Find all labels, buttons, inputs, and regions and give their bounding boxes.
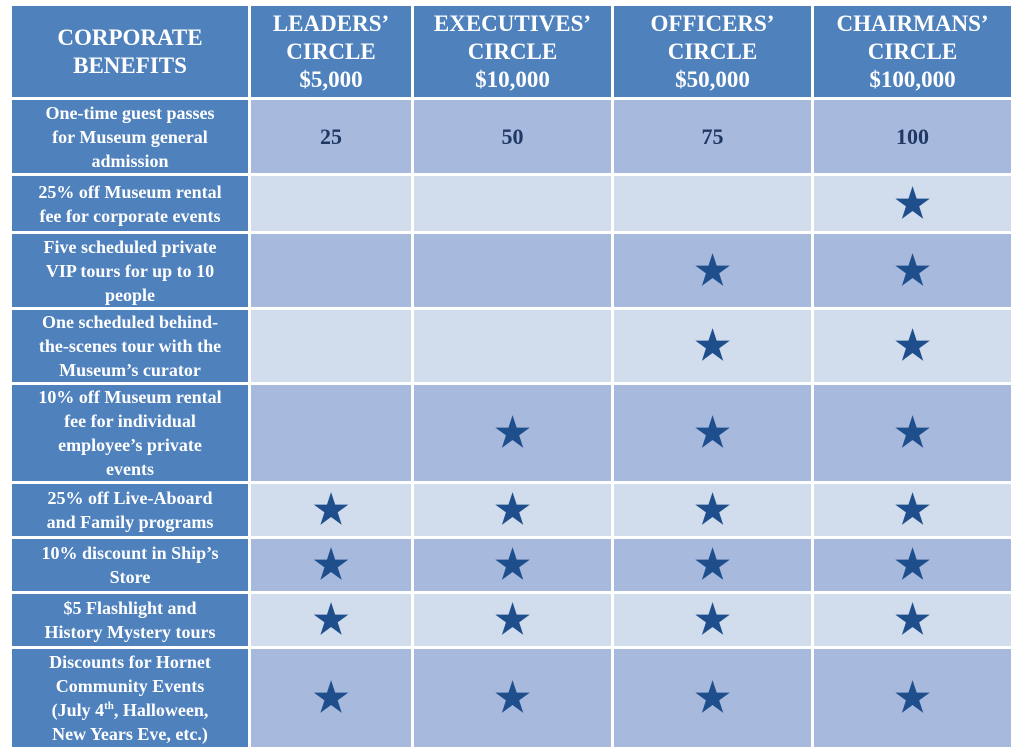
benefit-label: One-time guest passes for Museum general… — [12, 100, 248, 173]
cell-value: 100 — [896, 123, 929, 149]
tier-header-chairmans: CHAIRMANS’ CIRCLE $100,000 — [814, 6, 1011, 97]
benefit-cell: ★ — [814, 484, 1011, 536]
benefit-cell — [414, 310, 611, 382]
star-icon: ★ — [694, 410, 731, 455]
tier-header-officers: OFFICERS’ CIRCLE $50,000 — [614, 6, 811, 97]
star-icon: ★ — [494, 487, 531, 532]
benefit-cell: ★ — [614, 234, 811, 307]
benefit-cell: ★ — [251, 649, 411, 747]
benefit-cell — [614, 176, 811, 231]
benefit-label: One scheduled behind- the-scenes tour wi… — [12, 310, 248, 382]
cell-value: 75 — [701, 123, 724, 149]
benefit-cell: ★ — [814, 539, 1011, 591]
benefit-cell: 100 — [814, 100, 1011, 173]
benefit-label: 10% off Museum rental fee for individual… — [12, 385, 248, 481]
star-icon: ★ — [494, 675, 531, 720]
benefit-cell: 25 — [251, 100, 411, 173]
benefit-cell: ★ — [414, 484, 611, 536]
benefit-label: Discounts for Hornet Community Events (J… — [12, 649, 248, 747]
benefit-label: 10% discount in Ship’s Store — [12, 539, 248, 591]
star-icon: ★ — [894, 410, 931, 455]
benefit-cell: ★ — [814, 594, 1011, 646]
star-icon: ★ — [494, 542, 531, 587]
tier-header-leaders: LEADERS’ CIRCLE $5,000 — [251, 6, 411, 97]
benefit-cell — [251, 176, 411, 231]
benefit-cell — [251, 385, 411, 481]
star-icon: ★ — [894, 542, 931, 587]
corner-header: CORPORATE BENEFITS — [12, 6, 248, 97]
benefit-cell: 75 — [614, 100, 811, 173]
star-icon: ★ — [894, 323, 931, 368]
cell-value: 50 — [501, 123, 524, 149]
benefit-cell: ★ — [814, 649, 1011, 747]
benefit-cell: ★ — [414, 594, 611, 646]
star-icon: ★ — [313, 597, 349, 642]
label-part: , Halloween, New Years Eve, etc.) — [52, 700, 209, 744]
star-icon: ★ — [694, 542, 731, 587]
benefit-cell: ★ — [814, 385, 1011, 481]
benefit-cell — [414, 176, 611, 231]
star-icon: ★ — [694, 247, 731, 293]
star-icon: ★ — [894, 597, 931, 642]
star-icon: ★ — [894, 487, 931, 532]
benefit-label: 25% off Museum rental fee for corporate … — [12, 176, 248, 231]
benefit-cell: ★ — [614, 649, 811, 747]
benefit-cell — [251, 310, 411, 382]
star-icon: ★ — [494, 597, 531, 642]
benefit-cell — [251, 234, 411, 307]
star-icon: ★ — [694, 597, 731, 642]
benefit-cell: ★ — [414, 539, 611, 591]
benefit-cell: ★ — [614, 385, 811, 481]
benefit-cell: ★ — [814, 234, 1011, 307]
star-icon: ★ — [494, 410, 531, 455]
benefit-cell: ★ — [814, 176, 1011, 231]
benefit-label: Five scheduled private VIP tours for up … — [12, 234, 248, 307]
benefit-label-text: Discounts for Hornet Community Events (J… — [49, 650, 211, 746]
label-part: Discounts for Hornet Community Events (J… — [49, 652, 211, 720]
star-icon: ★ — [894, 180, 931, 226]
benefit-cell: ★ — [414, 385, 611, 481]
star-icon: ★ — [894, 247, 931, 293]
benefit-cell — [414, 234, 611, 307]
tier-header-executives: EXECUTIVES’ CIRCLE $10,000 — [414, 6, 611, 97]
star-icon: ★ — [894, 675, 931, 720]
benefit-label: 25% off Live-Aboard and Family programs — [12, 484, 248, 536]
benefit-cell: ★ — [414, 649, 611, 747]
star-icon: ★ — [313, 542, 349, 587]
label-superscript: th — [104, 700, 114, 712]
star-icon: ★ — [313, 487, 349, 532]
star-icon: ★ — [313, 675, 349, 720]
benefit-cell: ★ — [251, 539, 411, 591]
benefit-cell: ★ — [251, 484, 411, 536]
benefits-table: CORPORATE BENEFITS LEADERS’ CIRCLE $5,00… — [12, 6, 1011, 747]
benefit-label: $5 Flashlight and History Mystery tours — [12, 594, 248, 646]
star-icon: ★ — [694, 323, 731, 368]
benefit-cell: 50 — [414, 100, 611, 173]
benefit-cell: ★ — [614, 310, 811, 382]
benefit-cell: ★ — [251, 594, 411, 646]
cell-value: 25 — [320, 123, 342, 149]
star-icon: ★ — [694, 675, 731, 720]
benefit-cell: ★ — [814, 310, 1011, 382]
benefit-cell: ★ — [614, 539, 811, 591]
star-icon: ★ — [694, 487, 731, 532]
benefit-cell: ★ — [614, 484, 811, 536]
benefit-cell: ★ — [614, 594, 811, 646]
